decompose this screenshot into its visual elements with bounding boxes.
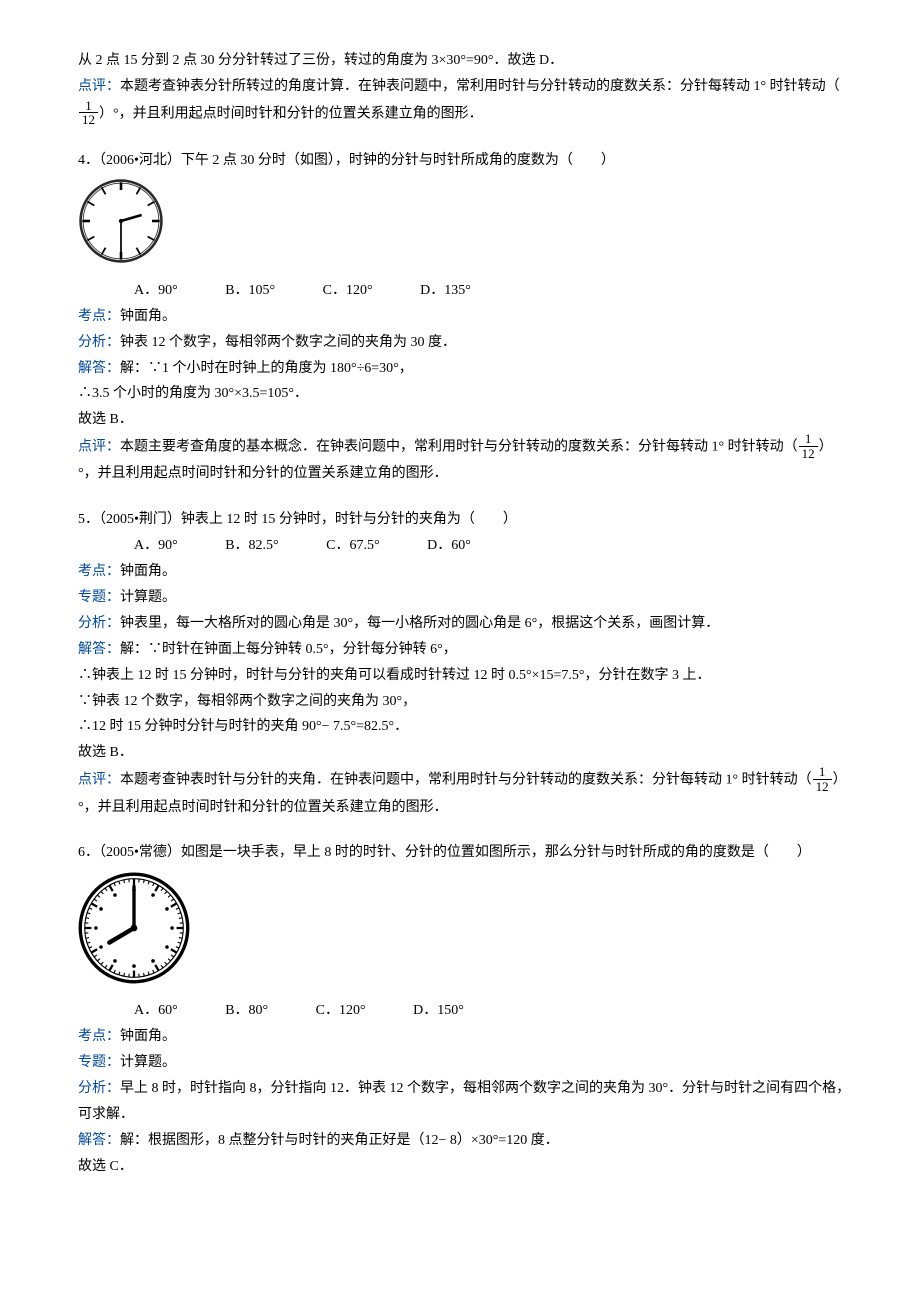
q4-options: A．90° B．105° C．120° D．135°: [78, 278, 852, 304]
q5-opt-d: D．60°: [427, 533, 471, 559]
q4-fx: 分析：钟表 12 个数字，每相邻两个数字之间的夹角为 30 度．: [78, 330, 852, 356]
spacer: [78, 820, 852, 840]
q4-stem: 4．（2006•河北）下午 2 点 30 分时（如图），时钟的分针与时针所成角的…: [78, 148, 852, 174]
q6-stem: 6．（2005•常德）如图是一块手表，早上 8 时的时针、分针的位置如图所示，那…: [78, 840, 852, 866]
q4-opt-c: C．120°: [323, 278, 373, 304]
q4-dp: 点评：本题主要考查角度的基本概念．在钟表问题中，常利用时针与分针转动的度数关系：…: [78, 433, 852, 487]
q6-fx: 分析：早上 8 时，时针指向 8，分针指向 12．钟表 12 个数字，每相邻两个…: [78, 1076, 852, 1128]
hour-hand: [121, 215, 142, 221]
intro-line: 从 2 点 15 分到 2 点 30 分分针转过了三份，转过的角度为 3×30°…: [78, 48, 852, 74]
q5-opt-c: C．67.5°: [326, 533, 379, 559]
fraction: 112: [798, 432, 819, 460]
q5-jd2: ∴钟表上 12 时 15 分钟时，时针与分针的夹角可以看成时针转过 12 时 0…: [78, 663, 852, 689]
q6-zt: 专题：计算题。: [78, 1050, 852, 1076]
q5-kd: 考点：钟面角。: [78, 559, 852, 585]
intro-review-p2: ）°，并且利用起点时间时针和分针的位置关系建立角的图形．: [99, 106, 483, 121]
q4-jd1: 解答：解：∵1 个小时在时钟上的角度为 180°÷6=30°，: [78, 356, 852, 382]
q5-zt: 专题：计算题。: [78, 585, 852, 611]
q6-kd: 考点：钟面角。: [78, 1024, 852, 1050]
hour-hand: [109, 928, 134, 943]
clock-230: [78, 178, 164, 264]
q5-jd3: ∵钟表 12 个数字，每相邻两个数字之间的夹角为 30°，: [78, 689, 852, 715]
q6-opt-b: B．80°: [225, 998, 268, 1024]
q5-opt-b: B．82.5°: [225, 533, 278, 559]
q4-opt-b: B．105°: [225, 278, 275, 304]
q5-dp: 点评：本题考查钟表时针与分针的夹角．在钟表问题中，常利用时针与分针转动的度数关系…: [78, 766, 852, 820]
fraction: 112: [78, 99, 99, 127]
q5-jd1: 解答：解：∵时针在钟面上每分钟转 0.5°，分针每分钟转 6°，: [78, 637, 852, 663]
q6-opt-d: D．150°: [413, 998, 464, 1024]
q6-opt-c: C．120°: [316, 998, 366, 1024]
q4-kd: 考点：钟面角。: [78, 304, 852, 330]
q5-opt-a: A．90°: [134, 533, 178, 559]
q6-options: A．60° B．80° C．120° D．150°: [78, 998, 852, 1024]
q6-jd2: 故选 C．: [78, 1154, 852, 1180]
q4-opt-d: D．135°: [420, 278, 471, 304]
q5-jd4: ∴12 时 15 分钟时分针与时针的夹角 90°− 7.5°=82.5°．: [78, 714, 852, 740]
q6-opt-a: A．60°: [134, 998, 178, 1024]
q4-jd2: ∴3.5 个小时的角度为 30°×3.5=105°．: [78, 381, 852, 407]
label-dianping: 点评：: [78, 79, 120, 94]
q6-jd1: 解答：解：根据图形，8 点整分针与时针的夹角正好是（12− 8）×30°=120…: [78, 1128, 852, 1154]
spacer: [78, 487, 852, 507]
q5-fx: 分析：钟表里，每一大格所对的圆心角是 30°，每一小格所对的圆心角是 6°，根据…: [78, 611, 852, 637]
q5-jd5: 故选 B．: [78, 740, 852, 766]
fraction: 112: [812, 765, 833, 793]
intro-review-p1: 本题考查钟表分针所转过的角度计算．在钟表问题中，常利用时针与分针转动的度数关系：…: [120, 79, 840, 94]
q4-jd3: 故选 B．: [78, 407, 852, 433]
q5-options: A．90° B．82.5° C．67.5° D．60°: [78, 533, 852, 559]
intro-review: 点评：本题考查钟表分针所转过的角度计算．在钟表问题中，常利用时针与分针转动的度数…: [78, 74, 852, 128]
q4-opt-a: A．90°: [134, 278, 178, 304]
spacer: [78, 128, 852, 148]
q5-stem: 5．（2005•荆门）钟表上 12 时 15 分钟时，时针与分针的夹角为（ ）: [78, 507, 852, 533]
clock-800: [78, 872, 190, 984]
